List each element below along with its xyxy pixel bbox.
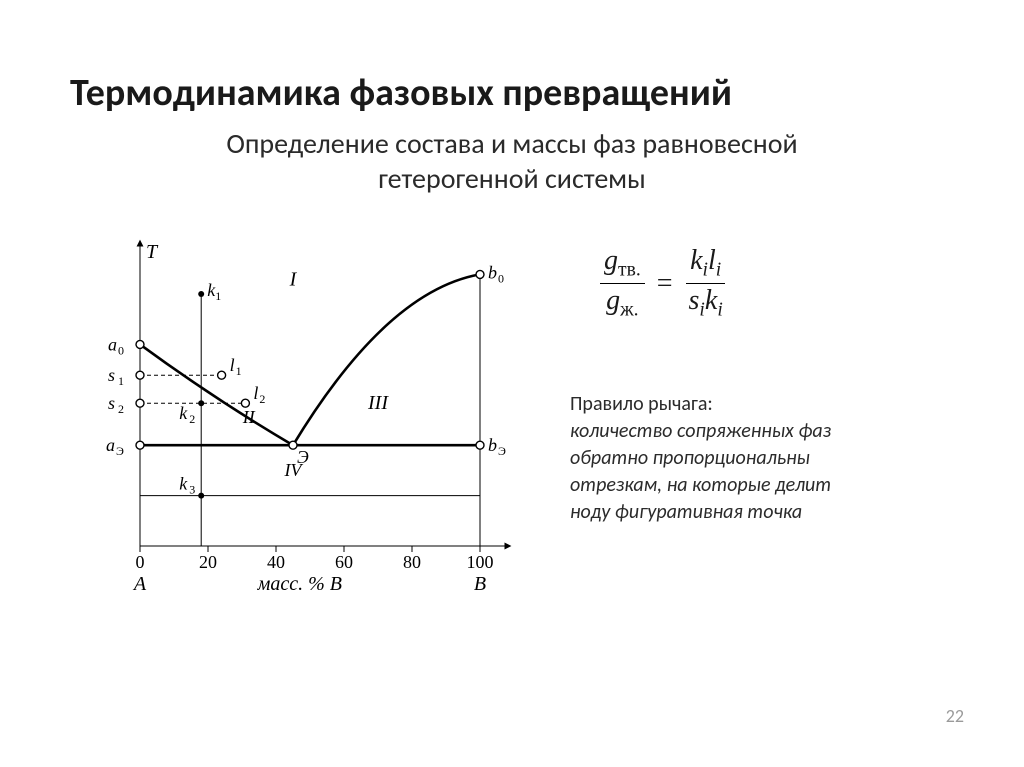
svg-text:B: B — [474, 573, 486, 595]
svg-text:k: k — [179, 403, 188, 423]
svg-text:Э: Э — [498, 444, 506, 458]
svg-text:60: 60 — [335, 552, 353, 572]
eq-lhs: gтв. gж. — [600, 246, 645, 321]
svg-text:3: 3 — [189, 483, 195, 497]
svg-text:b: b — [488, 262, 497, 282]
rule-body-3: отрезкам, на которые делит — [570, 472, 950, 499]
phase-diagram-svg: 020406080100Ta0s1s2aЭb0bЭl1l2k1k2k3ЭIIII… — [80, 226, 540, 606]
svg-text:100: 100 — [467, 552, 494, 572]
svg-text:0: 0 — [498, 271, 504, 285]
svg-text:0: 0 — [136, 552, 145, 572]
svg-text:20: 20 — [199, 552, 217, 572]
svg-text:0: 0 — [118, 343, 124, 357]
svg-text:1: 1 — [236, 364, 242, 378]
svg-text:a: a — [108, 334, 117, 354]
eq-lhs-den-base: g — [606, 285, 620, 316]
right-column: gтв. gж. = kili siki Правило рычага: кол… — [570, 226, 984, 606]
eq-rhs-num: kili — [686, 246, 725, 284]
svg-text:I: I — [289, 269, 298, 291]
svg-text:k: k — [179, 474, 188, 494]
svg-text:80: 80 — [403, 552, 421, 572]
svg-text:l: l — [230, 355, 235, 375]
page-number: 22 — [946, 705, 964, 727]
svg-text:s: s — [108, 365, 115, 385]
lever-rule-text: Правило рычага: количество сопряженных ф… — [570, 391, 950, 526]
eq-rhs: kili siki — [685, 246, 727, 321]
svg-text:Э: Э — [116, 444, 124, 458]
subtitle-line-2: гетерогенной системы — [378, 161, 645, 196]
eq-lhs-num-base: g — [604, 245, 618, 276]
svg-text:IV: IV — [284, 460, 304, 480]
svg-text:s: s — [108, 393, 115, 413]
rule-head: Правило рычага: — [570, 391, 950, 418]
svg-text:A: A — [132, 573, 147, 595]
subtitle-line-1: Определение состава и массы фаз равновес… — [226, 126, 797, 161]
svg-text:II: II — [242, 407, 256, 427]
svg-text:1: 1 — [118, 374, 124, 388]
content-row: 020406080100Ta0s1s2aЭb0bЭl1l2k1k2k3ЭIIII… — [0, 216, 1024, 606]
svg-text:b: b — [488, 435, 497, 455]
rule-body-1: количество сопряженных фаз — [570, 418, 950, 445]
svg-text:40: 40 — [267, 552, 285, 572]
phase-diagram: 020406080100Ta0s1s2aЭb0bЭl1l2k1k2k3ЭIIII… — [80, 226, 540, 606]
svg-text:T: T — [146, 241, 159, 263]
rule-body-2: обратно пропорциональны — [570, 445, 950, 472]
svg-text:2: 2 — [118, 402, 124, 416]
subtitle: Определение состава и массы фаз равновес… — [60, 126, 964, 196]
svg-text:масс. % В: масс. % В — [257, 573, 342, 595]
eq-rhs-den: siki — [685, 284, 727, 321]
svg-text:2: 2 — [259, 392, 265, 406]
lever-rule-equation: gтв. gж. = kili siki — [600, 246, 984, 321]
page-title: Термодинамика фазовых превращений — [0, 0, 1024, 126]
svg-text:1: 1 — [215, 289, 221, 303]
svg-text:l: l — [253, 383, 258, 403]
rule-body-4: ноду фигуративная точка — [570, 499, 950, 526]
eq-lhs-den-sub: ж. — [620, 300, 638, 321]
svg-text:a: a — [106, 435, 115, 455]
svg-text:III: III — [367, 392, 389, 414]
eq-lhs-num-sub: тв. — [618, 260, 641, 281]
eq-equals: = — [657, 268, 673, 300]
svg-text:2: 2 — [189, 412, 195, 426]
